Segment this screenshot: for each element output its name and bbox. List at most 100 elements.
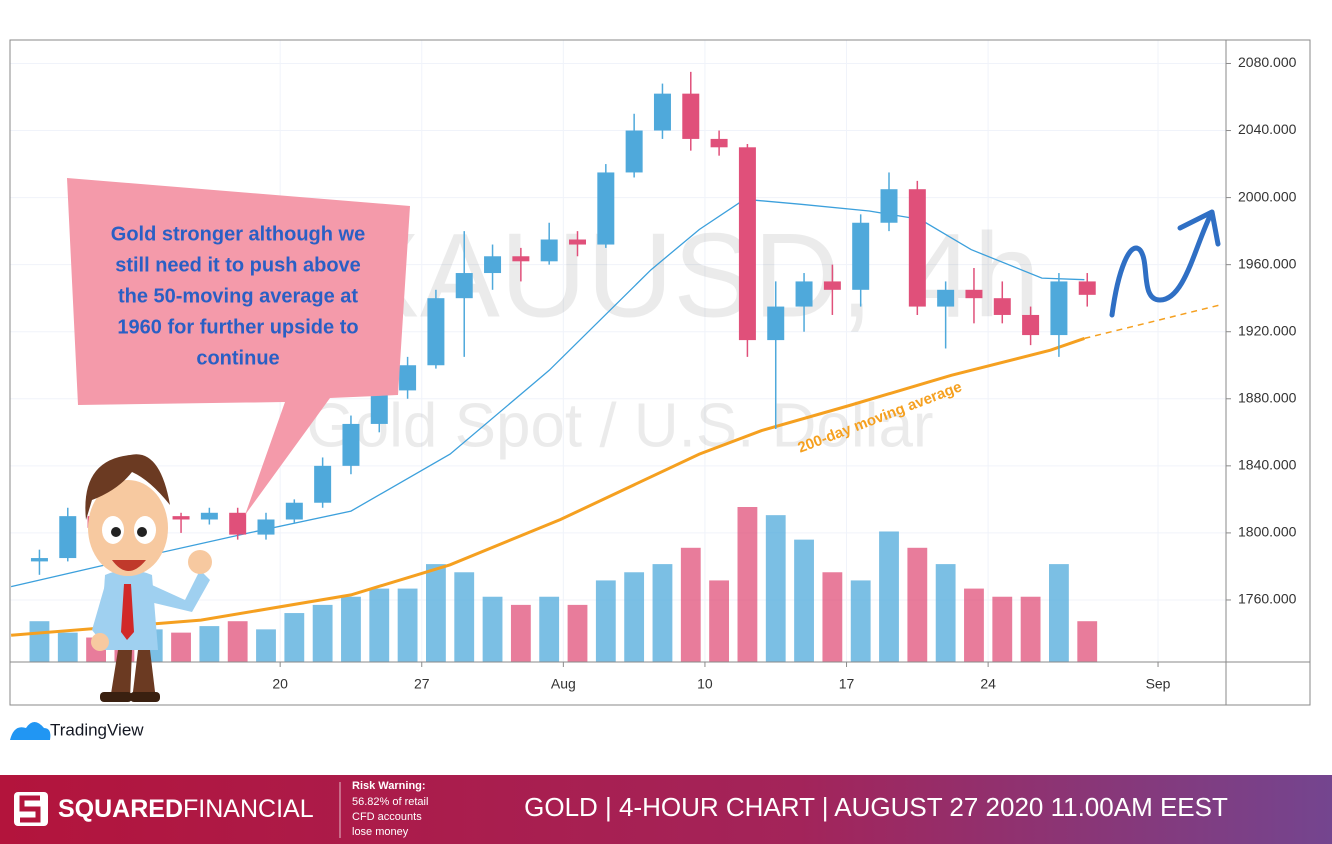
- ma200-line: [10, 336, 1085, 637]
- y-tick-label: 1960.000: [1238, 255, 1297, 271]
- callout-bubble: [67, 178, 410, 515]
- volume-bar: [312, 604, 333, 662]
- candle-body: [172, 516, 190, 520]
- watermark-sub: Gold Spot / U.S. Dollar: [306, 391, 933, 460]
- volume-bar: [709, 580, 730, 662]
- volume-bar: [341, 596, 361, 662]
- risk-lines: 56.82% of retail CFD accounts lose money: [352, 796, 428, 838]
- candle-body: [342, 423, 360, 466]
- x-tick-label: 27: [414, 676, 430, 692]
- candle-body: [795, 281, 813, 307]
- volume-bar: [964, 588, 984, 662]
- candle-body: [1022, 314, 1040, 336]
- volume-bar: [850, 580, 871, 662]
- projection-line: [1084, 304, 1221, 340]
- brand-bold: SQUARED: [58, 795, 183, 823]
- candle-body: [597, 172, 615, 245]
- y-tick-label: 1880.000: [1238, 389, 1297, 405]
- volume-bar: [794, 539, 814, 662]
- x-tick-label: Aug: [551, 676, 576, 692]
- brand-light: FINANCIAL: [183, 795, 314, 823]
- risk-line: 56.82% of retail: [352, 796, 428, 808]
- candle-body: [370, 390, 388, 424]
- candle-body: [399, 365, 417, 391]
- volume-bar: [737, 507, 758, 662]
- x-tick-label: 24: [980, 676, 996, 692]
- volume-bar: [765, 515, 786, 662]
- candle-body: [314, 465, 332, 503]
- callout-line: Gold stronger although we: [111, 223, 365, 245]
- candle-body: [285, 502, 303, 520]
- candle-body: [738, 147, 756, 341]
- candle-body: [880, 189, 898, 223]
- brand: SQUAREDFINANCIAL: [58, 795, 314, 823]
- volume-bar: [171, 632, 191, 662]
- brand-logo-s: [19, 795, 41, 823]
- candle-body: [1050, 281, 1068, 336]
- y-tick-label: 1760.000: [1238, 591, 1297, 607]
- candle-body: [908, 189, 926, 307]
- risk-line: lose money: [352, 826, 409, 838]
- candle-body: [653, 93, 671, 131]
- candle-body: [993, 298, 1011, 315]
- callout-text: Gold stronger although we still need it t…: [111, 223, 365, 369]
- candle-body: [427, 298, 445, 366]
- volume-bar: [227, 621, 248, 662]
- candles: [30, 71, 1096, 575]
- candle-body: [767, 306, 785, 341]
- risk-line: CFD accounts: [352, 811, 422, 823]
- frame: [9, 39, 1311, 706]
- callout-line: the 50-moving average at: [118, 285, 358, 307]
- y-tick-label: 2000.000: [1238, 188, 1297, 204]
- candle-body: [455, 273, 473, 299]
- volume-bar: [992, 596, 1013, 662]
- x-tick-label: Sep: [1146, 676, 1171, 692]
- lines: [10, 198, 1221, 637]
- volume-bar: [57, 632, 78, 662]
- candle-body: [30, 558, 48, 562]
- candle-body: [625, 130, 643, 173]
- volume-bar: [1049, 564, 1069, 662]
- volume-bar: [539, 596, 560, 662]
- platform: TradingView: [50, 720, 144, 739]
- volume-bar: [29, 621, 50, 662]
- y-tick-label: 2080.000: [1238, 54, 1297, 70]
- axes: 1760.000 1800.000 1840.000 1880.000 1920.000…: [9, 39, 1311, 706]
- tv-logo: [10, 722, 51, 740]
- volume-bar: [652, 564, 673, 662]
- y-tick-label: 2040.000: [1238, 121, 1297, 137]
- volume-bar: [822, 572, 843, 662]
- candle-body: [540, 239, 558, 262]
- volume-bar: [907, 547, 928, 662]
- volume-bar: [454, 572, 475, 662]
- candle-body: [823, 281, 841, 290]
- candle-body: [852, 222, 870, 290]
- volume-bar: [680, 547, 701, 662]
- callout-line: continue: [196, 347, 279, 369]
- candle-body: [937, 289, 955, 307]
- candle-body: [682, 93, 700, 139]
- callout-line: still need it to push above: [115, 254, 361, 276]
- candle-body: [512, 256, 530, 262]
- volume-bar: [256, 629, 276, 662]
- callout-line: 1960 for further upside to: [117, 316, 358, 338]
- candle-body: [59, 516, 77, 559]
- candle-body: [257, 519, 275, 535]
- candle-body: [484, 256, 502, 274]
- volume-bar: [624, 572, 645, 662]
- volume-bar: [595, 580, 616, 662]
- candle-body: [710, 138, 728, 148]
- x-tick-label: 10: [697, 676, 713, 692]
- volume-bar: [284, 613, 305, 662]
- volume-bar: [935, 564, 956, 662]
- candle-body: [569, 239, 586, 245]
- x-tick-label: 17: [839, 676, 855, 692]
- candle-body: [965, 289, 983, 299]
- volume-bar: [1077, 621, 1098, 662]
- y-tick-label: 1840.000: [1238, 457, 1297, 473]
- arrow: [1109, 209, 1221, 318]
- footer-title: GOLD | 4-HOUR CHART | AUGUST 27 2020 11.…: [524, 792, 1228, 822]
- ma50-line: [10, 198, 1085, 588]
- volume-bar: [510, 604, 531, 662]
